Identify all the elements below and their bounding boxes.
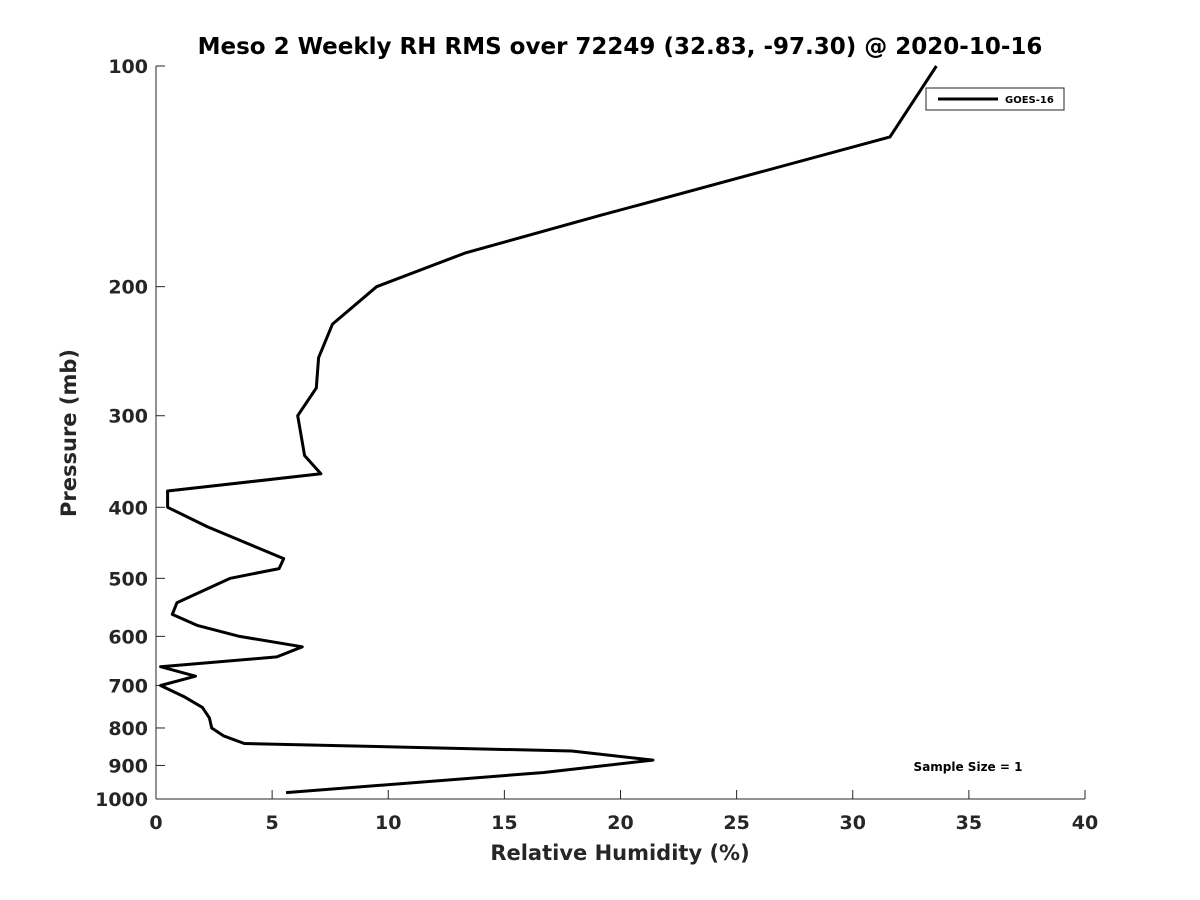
x-axis-label: Relative Humidity (%) — [490, 841, 749, 865]
legend-entry-label: GOES-16 — [1005, 95, 1054, 106]
sample-size-annotation: Sample Size = 1 — [914, 760, 1023, 774]
x-tick-label: 35 — [956, 812, 982, 834]
y-tick-label: 500 — [108, 568, 148, 590]
y-axis-label: Pressure (mb) — [57, 349, 81, 517]
x-tick-label: 20 — [607, 812, 633, 834]
y-tick-label: 700 — [108, 675, 148, 697]
plot-area: 0 5 10 15 20 25 30 35 40 100 200 300 400 500 600 700 800… — [95, 56, 1098, 834]
series-line-goes-16 — [159, 65, 938, 795]
x-tick-label: 10 — [375, 812, 401, 834]
chart-title: Meso 2 Weekly RH RMS over 72249 (32.83, … — [198, 34, 1043, 60]
x-tick-label: 5 — [266, 812, 279, 834]
y-tick-label: 900 — [108, 755, 148, 777]
legend: GOES-16 — [925, 87, 1065, 111]
x-tick-label: 30 — [840, 812, 866, 834]
y-tick-label: 600 — [108, 626, 148, 648]
y-tick-label: 200 — [108, 277, 148, 299]
y-tick-label: 1000 — [95, 789, 148, 811]
y-tick-label: 300 — [108, 406, 148, 428]
x-tick-label: 15 — [491, 812, 517, 834]
x-tick-label: 25 — [723, 812, 749, 834]
y-tick-label: 100 — [108, 56, 148, 78]
x-tick-label: 40 — [1072, 812, 1098, 834]
y-tick-label: 400 — [108, 497, 148, 519]
y-tick-label: 800 — [108, 718, 148, 740]
x-tick-label: 0 — [149, 812, 162, 834]
